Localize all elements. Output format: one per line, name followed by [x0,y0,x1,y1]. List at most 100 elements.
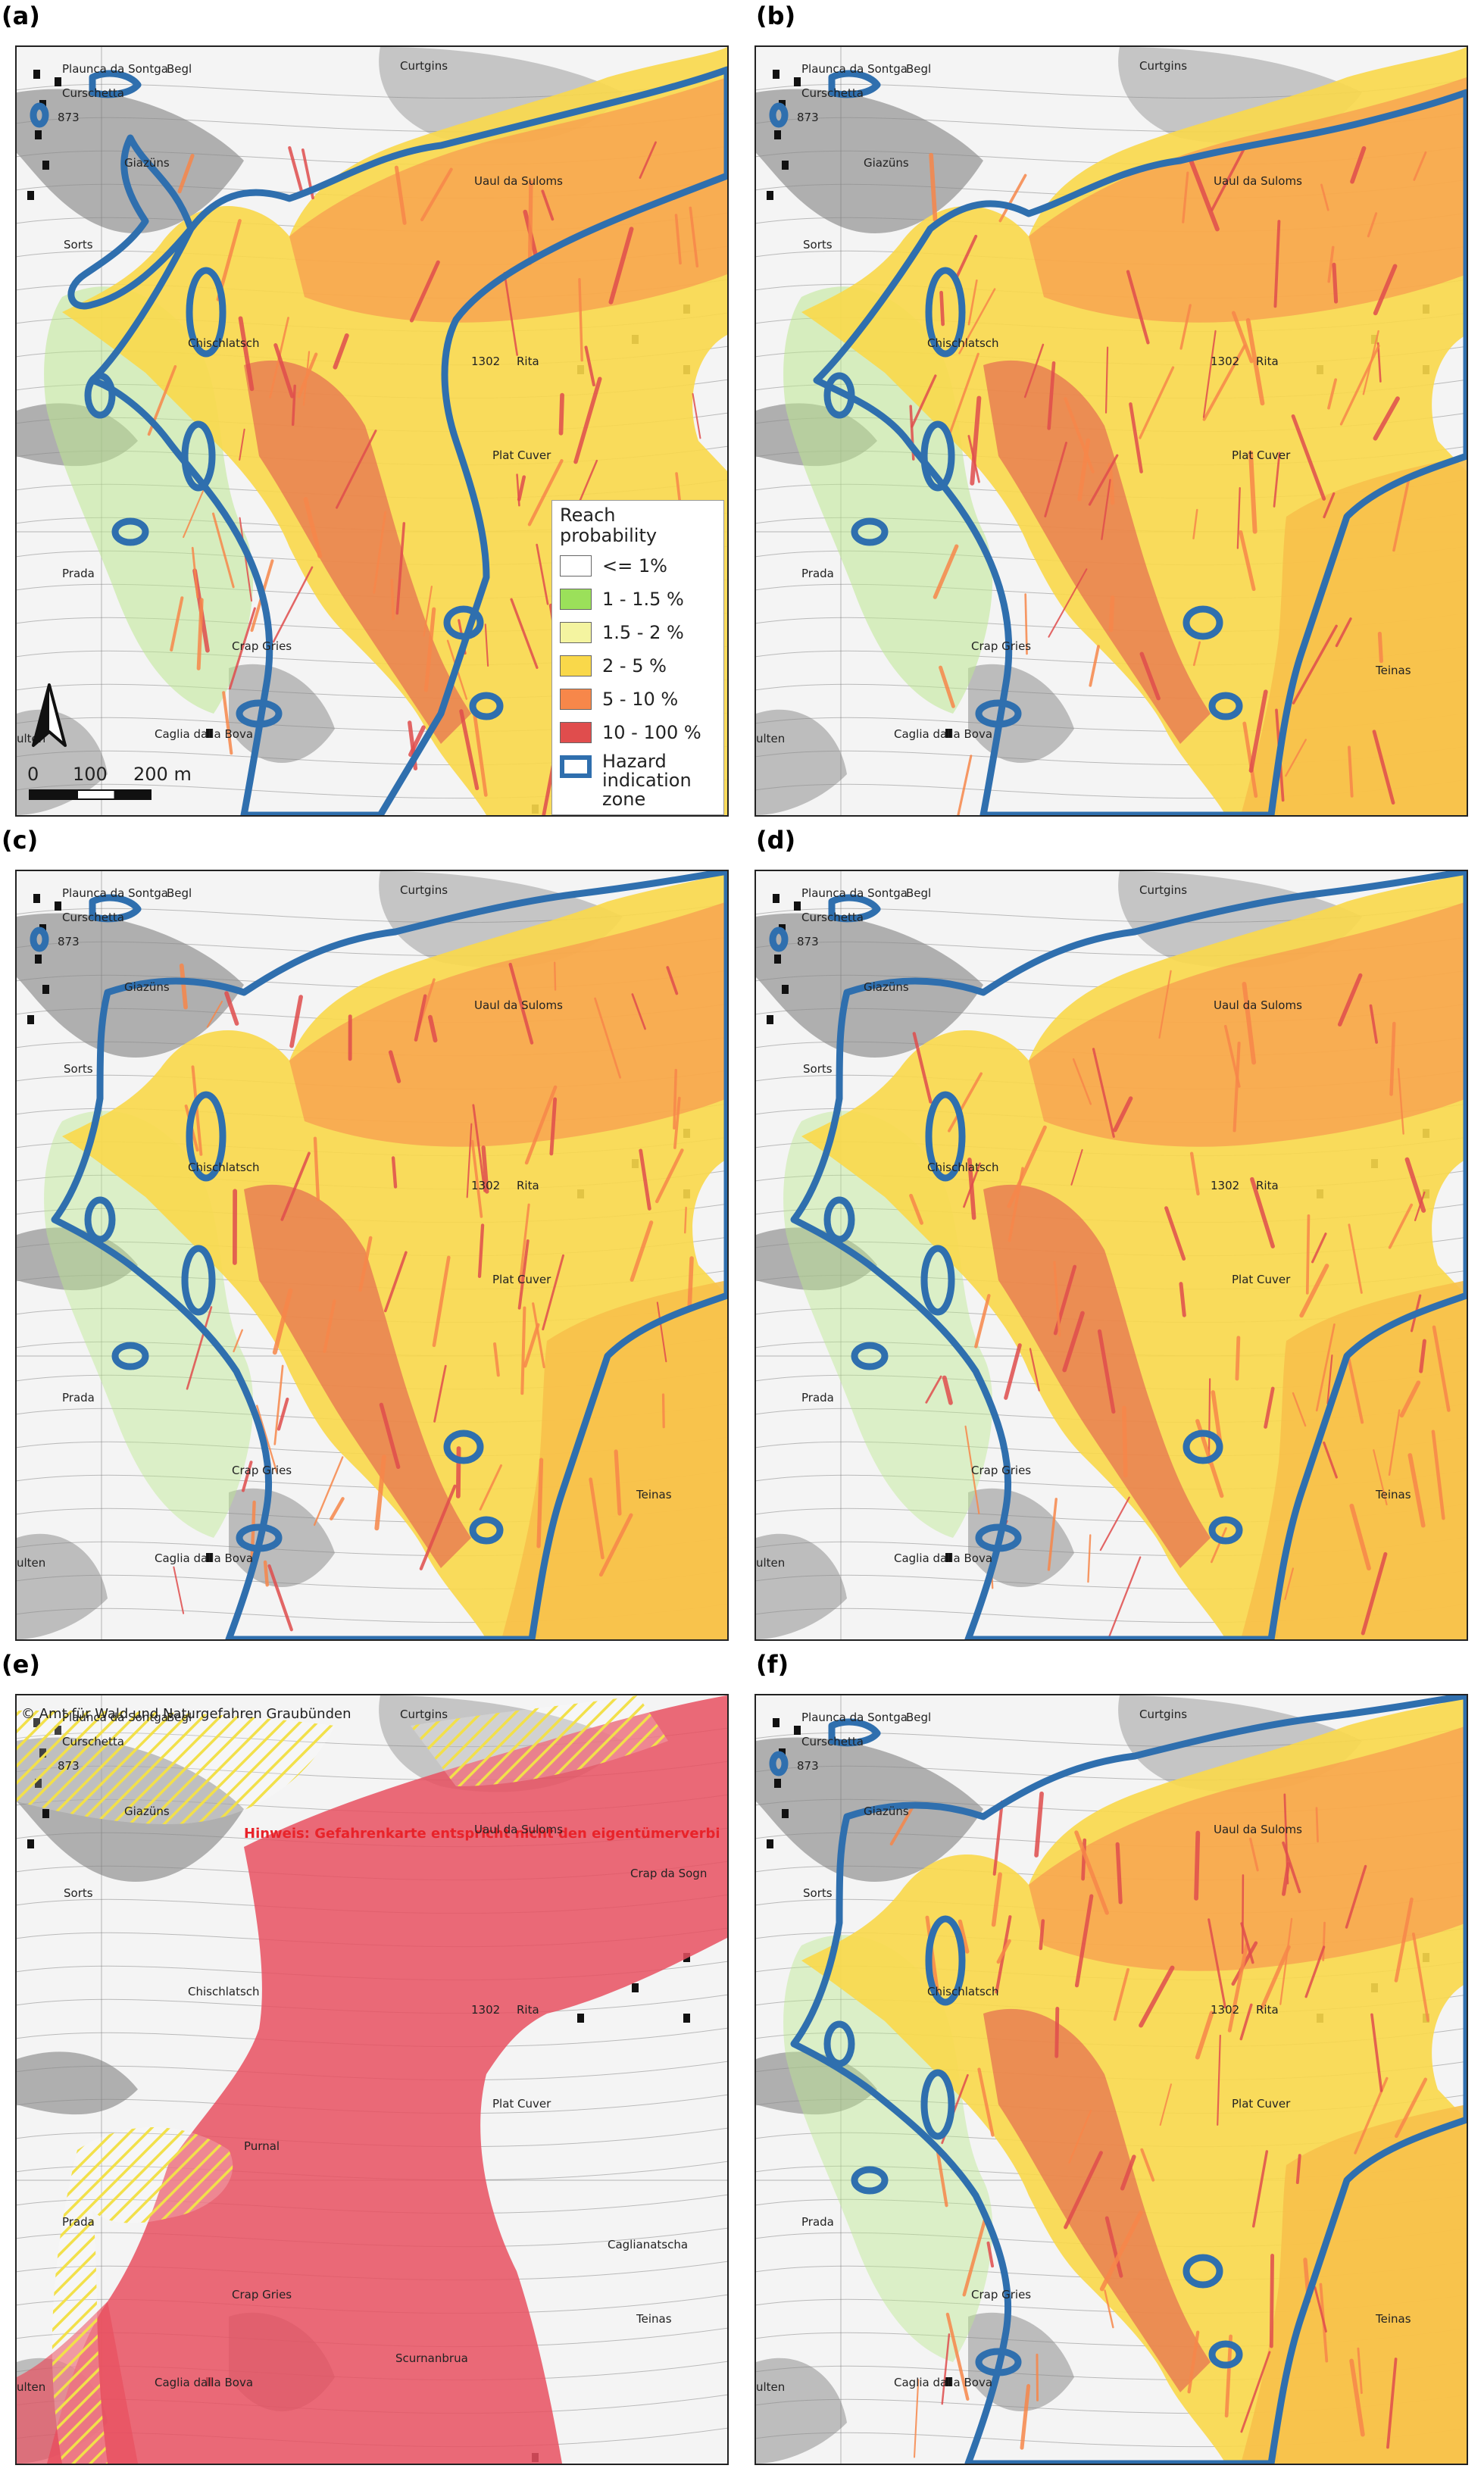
reach-probability-layer [783,871,1467,1639]
reach-probability-layer [44,871,727,1639]
map-panel-b: Plaunca da Sontga Begl Curschetta 873 Curtgi… [754,45,1468,817]
place-label-ulten: ulten [756,1556,785,1570]
place-label-curschetta: Curschetta [62,86,124,100]
place-label-prada: Prada [801,2215,834,2229]
place-label-curschetta: Curschetta [801,86,864,100]
place-label-uaul: Uaul da Suloms [1214,998,1302,1012]
hazard-indication-zone [769,1695,1467,2464]
place-label-giazuns: Giazüns [864,980,909,994]
place-label-plaunca: Plaunca da Sontga [62,1711,168,1724]
place-label-crap-gries: Crap Gries [232,1464,292,1477]
place-label-curtgins: Curtgins [400,883,448,897]
place-label-crap-gries: Crap Gries [971,639,1031,653]
place-label-curtgins: Curtgins [400,1708,448,1721]
legend-label: <= 1% [602,555,667,577]
place-label-1302: 1302 [471,355,500,368]
legend-label-hazard: Hazard indication zone [602,751,692,810]
place-label-caglia: Caglia dalla Bova [894,727,992,741]
place-label-uaul: Uaul da Suloms [474,174,563,188]
place-label-caglia: Caglia dalla Bova [894,1551,992,1565]
legend-label: 2 - 5 % [602,655,667,676]
legend-label: 10 - 100 % [602,722,701,743]
place-label-chischlatsch: Chischlatsch [927,1161,999,1174]
place-label-873: 873 [58,1759,80,1773]
place-label-teinas: Teinas [1375,664,1411,677]
hazard-indication-zone [30,871,727,1639]
place-label-sorts: Sorts [64,1062,93,1076]
legend-item: 10 - 100 % [560,716,716,749]
place-label-crap-gries: Crap Gries [971,2288,1031,2301]
place-labels-e: Purnal Caglianatscha Crap da Sogn Scurnanbr… [244,1867,707,2365]
place-label-caglia: Caglia dalla Bova [155,727,253,741]
place-label-uaul: Uaul da Suloms [1214,174,1302,188]
place-label-teinas: Teinas [1375,1488,1411,1501]
place-label-plaunca: Plaunca da Sontga [801,62,908,76]
place-label-giazuns: Giazüns [864,1805,909,1818]
scale-bar: 0 100 200 m [27,764,194,809]
place-label-giazuns: Giazüns [124,980,170,994]
place-label-prada: Prada [62,1391,95,1405]
place-label-plat-cuver: Plat Cuver [1232,1273,1291,1286]
legend-item-hazard: Hazard indication zone [560,752,716,809]
place-label-purnal: Purnal [244,2139,280,2153]
place-label-sorts: Sorts [803,1886,833,1900]
legend: Reach probability <= 1% 1 - 1.5 % 1.5 - … [551,500,724,815]
place-label-rita: Rita [1256,2003,1279,2017]
legend-swatch [560,589,592,610]
place-label-giazuns: Giazüns [124,156,170,170]
place-label-begl: Begl [167,886,192,900]
legend-swatch [560,722,592,743]
place-label-873: 873 [58,111,80,124]
place-label-giazuns: Giazüns [124,1805,170,1818]
place-label-scurnanbrua: Scurnanbrua [395,2351,468,2365]
place-label-873: 873 [797,935,819,948]
place-label-curtgins: Curtgins [1139,1708,1187,1721]
panel-label-f: (f) [756,1650,789,1679]
place-label-curschetta: Curschetta [62,1735,124,1748]
legend-item: 1 - 1.5 % [560,583,716,616]
place-label-1302: 1302 [471,1179,500,1192]
place-label-plat-cuver: Plat Cuver [1232,2097,1291,2111]
place-label-plaunca: Plaunca da Sontga [62,62,168,76]
panel-label-b: (b) [756,2,796,30]
map-panel-f: Plaunca da Sontga Begl Curschetta 873 Curtgi… [754,1694,1468,2465]
place-label-caglianatscha: Caglianatscha [608,2238,688,2251]
panel-label-e: (e) [2,1650,40,1679]
place-label-sorts: Sorts [64,238,93,252]
place-label-rita: Rita [517,2003,539,2017]
reach-probability-layer [783,1695,1467,2464]
place-label-curtgins: Curtgins [1139,59,1187,73]
place-label-plaunca: Plaunca da Sontga [801,886,908,900]
place-label-1302: 1302 [1211,1179,1239,1192]
place-label-1302: 1302 [471,2003,500,2017]
place-label-ulten: ulten [756,2380,785,2394]
place-label-curschetta: Curschetta [801,911,864,924]
place-label-caglia: Caglia dalla Bova [894,2376,992,2389]
place-label-crap-sogn: Crap da Sogn [630,1867,707,1880]
place-label-ulten: ulten [756,732,785,745]
place-label-rita: Rita [517,355,539,368]
place-label-teinas: Teinas [636,2312,672,2326]
place-label-crap-gries: Crap Gries [971,1464,1031,1477]
place-label-chischlatsch: Chischlatsch [188,1985,260,1998]
legend-swatch-hazard [560,755,592,778]
place-label-begl: Begl [167,62,192,76]
place-label-teinas: Teinas [636,1488,672,1501]
place-label-plat-cuver: Plat Cuver [492,2097,551,2111]
place-label-curschetta: Curschetta [62,911,124,924]
legend-label: 1.5 - 2 % [602,622,684,643]
place-label-begl: Begl [906,886,931,900]
legend-label: 5 - 10 % [602,689,679,710]
place-label-uaul: Uaul da Suloms [474,1823,563,1836]
place-label-uaul: Uaul da Suloms [1214,1823,1302,1836]
reach-probability-layer [783,47,1467,815]
place-label-rita: Rita [1256,355,1279,368]
map-panel-a: Plaunca da Sontga Begl Curschetta 873 Curtgi… [15,45,729,817]
legend-swatch [560,655,592,676]
place-label-crap-gries: Crap Gries [232,2288,292,2301]
